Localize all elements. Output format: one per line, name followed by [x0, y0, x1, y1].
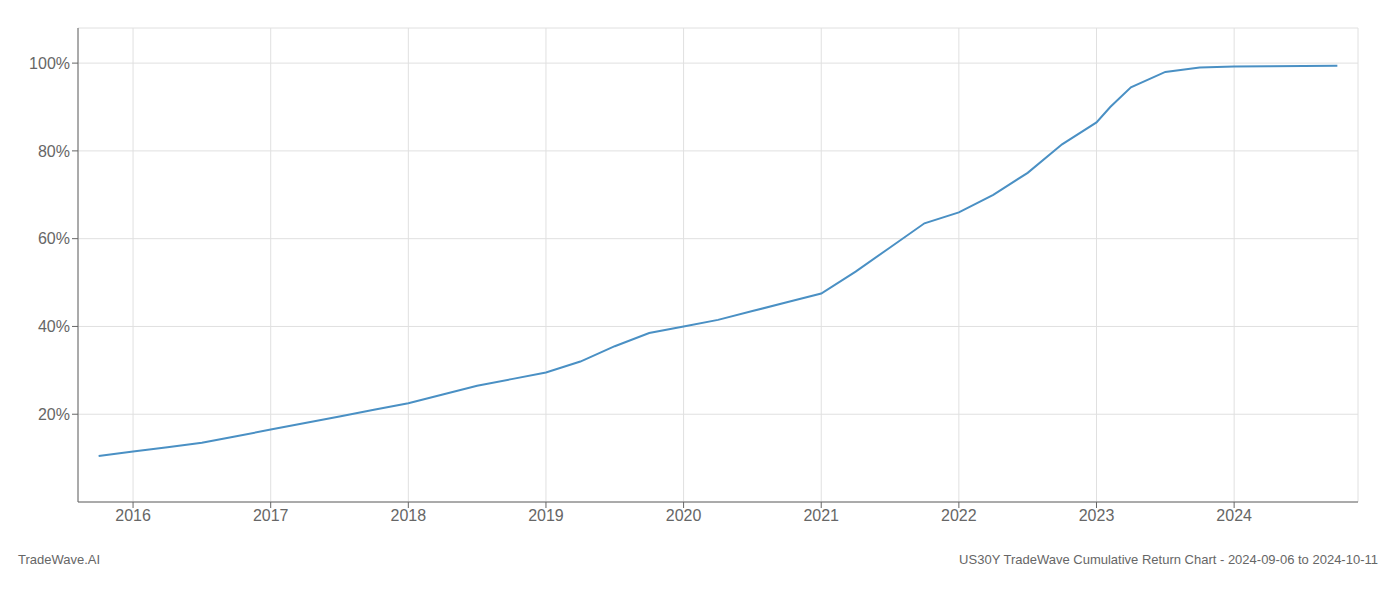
html-text:TradeWave.AI: TradeWave.AI — [18, 552, 101, 567]
svg-text:2018: 2018 — [391, 507, 427, 524]
svg-text:2024: 2024 — [1216, 507, 1252, 524]
svg-text:80%: 80% — [38, 143, 70, 160]
svg-text:2020: 2020 — [666, 507, 702, 524]
svg-text:100%: 100% — [29, 55, 70, 72]
svg-text:60%: 60% — [38, 230, 70, 247]
svg-text:2021: 2021 — [803, 507, 839, 524]
svg-text:2019: 2019 — [528, 507, 564, 524]
svg-text:2017: 2017 — [253, 507, 289, 524]
svg-text:40%: 40% — [38, 318, 70, 335]
svg-text:20%: 20% — [38, 406, 70, 423]
svg-text:2016: 2016 — [115, 507, 151, 524]
html-text:US30Y TradeWave Cumulative Ret: US30Y TradeWave Cumulative Return Chart … — [959, 552, 1378, 567]
svg-text:2023: 2023 — [1079, 507, 1115, 524]
svg-text:2022: 2022 — [941, 507, 977, 524]
